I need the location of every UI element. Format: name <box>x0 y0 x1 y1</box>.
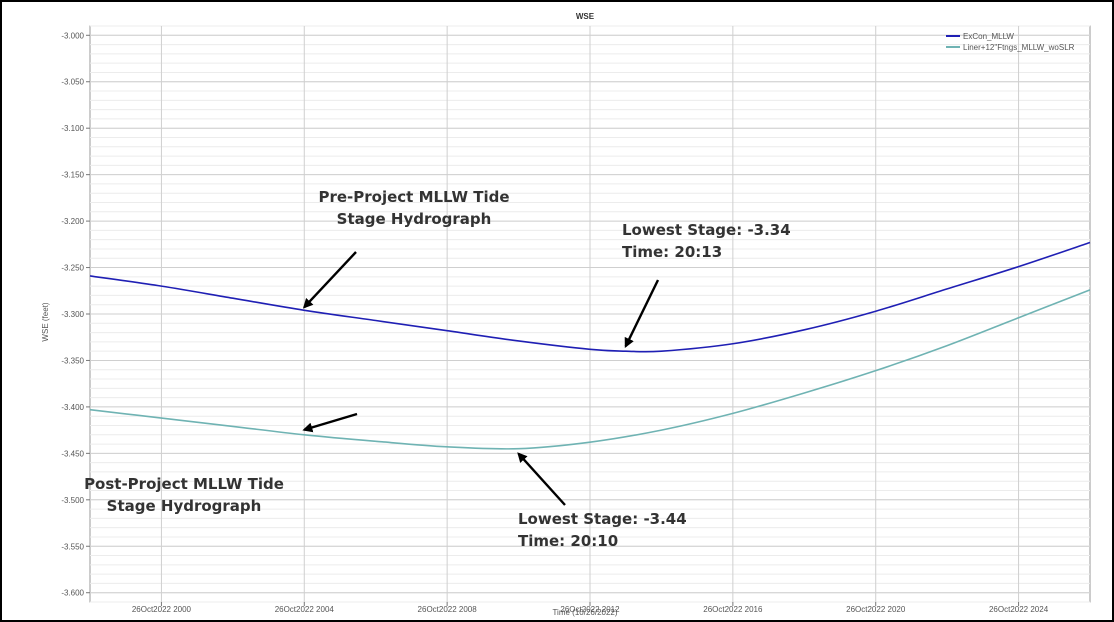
grid-major <box>90 26 1090 602</box>
x-tick-label: 26Oct2022 2008 <box>418 605 478 614</box>
x-axis-title: Time (10/26/2022) <box>552 608 617 617</box>
y-tick-label: -3.000 <box>61 31 84 40</box>
annotation-arrow-2 <box>302 412 358 433</box>
y-tick-label: -3.500 <box>61 496 84 505</box>
y-axis-title: WSE (feet) <box>41 302 50 341</box>
annotation-1: Lowest Stage: -3.34 Time: 20:13 <box>622 221 791 261</box>
chart-title: WSE <box>576 12 595 21</box>
y-tick-label: -3.100 <box>61 124 84 133</box>
x-tick-label: 26Oct2022 2020 <box>846 605 906 614</box>
x-axis-ticks: 26Oct2022 2000 26Oct2022 2004 26Oct2022 20… <box>132 602 1049 614</box>
y-tick-label: -3.350 <box>61 356 84 365</box>
annotation-arrow-0 <box>302 251 357 309</box>
y-tick-label: -3.550 <box>61 542 84 551</box>
x-tick-label: 26Oct2022 2024 <box>989 605 1049 614</box>
y-tick-label: -3.400 <box>61 403 84 412</box>
annotations: Pre-Project MLLW Tide Stage Hydrograph Low… <box>84 188 791 550</box>
x-tick-label: 26Oct2022 2000 <box>132 605 192 614</box>
y-tick-label: -3.600 <box>61 589 84 598</box>
y-tick-label: -3.150 <box>61 171 84 180</box>
series-lines <box>89 241 1091 450</box>
y-axis-ticks: -3.000 -3.050 -3.100 -3.150 -3.200 -3.250 -3.3… <box>61 31 90 598</box>
annotation-arrow-3 <box>517 452 566 506</box>
legend-label-1: Liner+12"Ftngs_MLLW_woSLR <box>963 43 1075 52</box>
x-tick-label: 26Oct2022 2004 <box>275 605 335 614</box>
legend: ExCon_MLLW Liner+12"Ftngs_MLLW_woSLR <box>946 32 1075 52</box>
y-tick-label: -3.050 <box>61 78 84 87</box>
annotation-3: Lowest Stage: -3.44 Time: 20:10 <box>518 510 687 550</box>
y-tick-label: -3.450 <box>61 449 84 458</box>
y-tick-label: -3.250 <box>61 264 84 273</box>
legend-label-0: ExCon_MLLW <box>963 32 1014 41</box>
y-tick-label: -3.300 <box>61 310 84 319</box>
annotation-arrow-1 <box>624 279 660 348</box>
series-line-1 <box>89 289 1091 450</box>
y-tick-label: -3.200 <box>61 217 84 226</box>
annotation-2: Post-Project MLLW Tide Stage Hydrograph <box>84 475 284 515</box>
x-tick-label: 26Oct2022 2016 <box>703 605 763 614</box>
series-line-0 <box>89 241 1091 353</box>
x-tick-label: 26Oct2022 2012 <box>560 605 620 614</box>
annotation-0: Pre-Project MLLW Tide Stage Hydrograph <box>318 188 509 228</box>
